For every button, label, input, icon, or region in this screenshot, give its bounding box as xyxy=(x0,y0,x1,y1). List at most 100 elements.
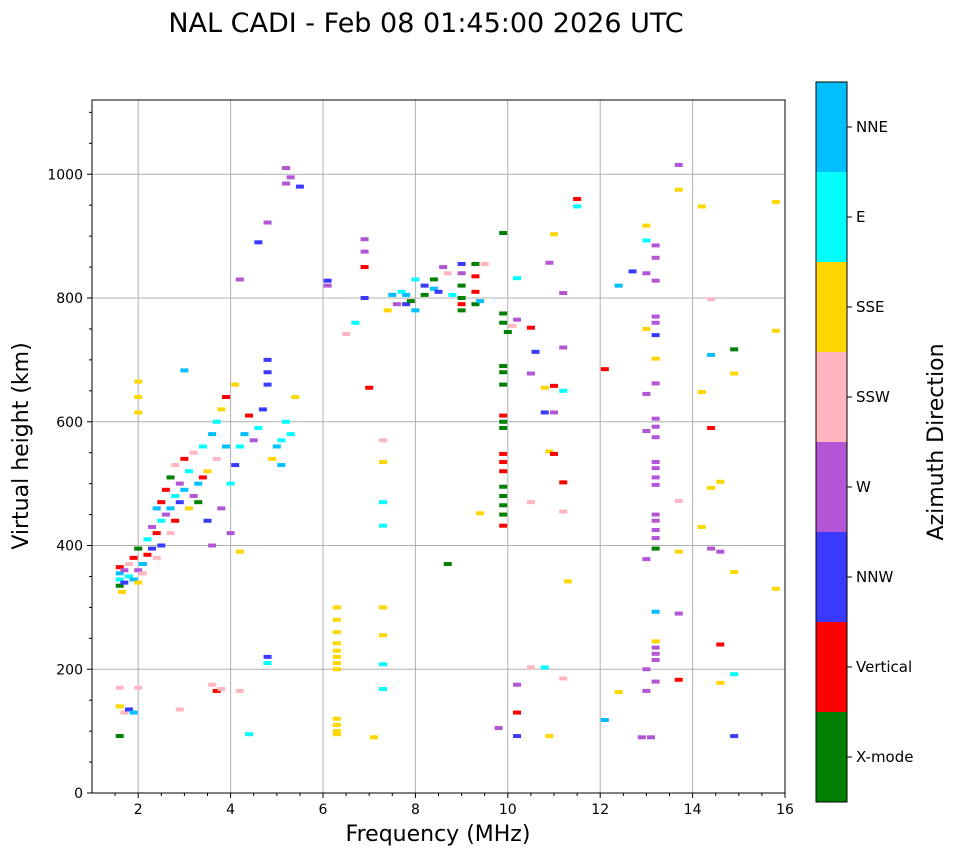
data-point xyxy=(697,204,706,209)
data-point xyxy=(499,469,508,474)
data-point xyxy=(226,531,235,536)
data-point xyxy=(563,579,572,584)
data-point xyxy=(716,549,725,554)
data-point xyxy=(208,682,217,687)
data-point xyxy=(166,506,175,511)
data-point xyxy=(115,583,124,588)
data-point xyxy=(175,500,184,505)
y-tick-label: 600 xyxy=(56,415,83,431)
data-point xyxy=(674,611,683,616)
data-point xyxy=(494,726,503,731)
data-point xyxy=(235,277,244,282)
data-point xyxy=(332,661,341,666)
data-point xyxy=(499,382,508,387)
data-point xyxy=(651,435,660,440)
data-point xyxy=(513,317,522,322)
data-point xyxy=(651,381,660,386)
data-points xyxy=(115,162,780,740)
data-point xyxy=(651,512,660,517)
data-point xyxy=(369,735,378,740)
x-tick-label: 4 xyxy=(226,802,235,818)
data-point xyxy=(115,565,124,570)
data-point xyxy=(180,368,189,373)
data-point xyxy=(471,289,480,294)
data-point xyxy=(730,734,739,739)
data-point xyxy=(559,388,568,393)
data-point xyxy=(212,419,221,424)
data-point xyxy=(499,370,508,375)
data-point xyxy=(499,484,508,489)
data-point xyxy=(614,690,623,695)
y-tick-label: 1000 xyxy=(47,167,83,183)
data-point xyxy=(526,371,535,376)
data-point xyxy=(642,326,651,331)
data-point xyxy=(513,734,522,739)
data-point xyxy=(152,555,161,560)
data-point xyxy=(716,680,725,685)
data-point xyxy=(434,289,443,294)
data-point xyxy=(263,370,272,375)
data-point xyxy=(221,444,230,449)
data-point xyxy=(457,308,466,313)
data-point xyxy=(134,568,143,573)
colorbar-swatch xyxy=(816,172,847,262)
data-point xyxy=(651,482,660,487)
data-point xyxy=(628,269,637,274)
data-point xyxy=(573,204,582,209)
data-point xyxy=(351,320,360,325)
data-point xyxy=(508,323,517,328)
data-point xyxy=(550,410,558,415)
data-point xyxy=(443,271,452,276)
data-point xyxy=(282,181,291,186)
data-point xyxy=(480,261,489,266)
data-point xyxy=(235,444,244,449)
data-point xyxy=(263,220,272,225)
data-point xyxy=(526,500,535,505)
data-point xyxy=(332,641,341,646)
data-point xyxy=(217,407,226,412)
data-point xyxy=(379,605,388,610)
data-point xyxy=(707,352,716,357)
data-point xyxy=(143,552,152,557)
data-point xyxy=(499,503,508,508)
data-point xyxy=(771,328,780,333)
data-point xyxy=(642,667,651,672)
data-point xyxy=(272,444,281,449)
data-point xyxy=(600,367,609,372)
data-point xyxy=(365,385,374,390)
data-point xyxy=(651,333,660,338)
data-point xyxy=(642,271,651,276)
data-point xyxy=(457,296,466,300)
data-point xyxy=(157,500,166,505)
data-point xyxy=(379,459,388,464)
data-point xyxy=(148,546,157,551)
data-point xyxy=(651,639,660,644)
data-point xyxy=(175,707,184,712)
data-point xyxy=(208,543,217,548)
data-point xyxy=(545,734,554,739)
data-point xyxy=(642,557,651,562)
data-point xyxy=(730,371,739,376)
data-point xyxy=(180,456,189,461)
x-tick-label: 14 xyxy=(684,802,702,818)
data-point xyxy=(651,679,660,684)
data-point xyxy=(245,413,254,418)
data-point xyxy=(499,459,508,464)
colorbar-swatch xyxy=(816,532,847,622)
data-point xyxy=(198,475,207,480)
data-point xyxy=(295,184,304,189)
data-point xyxy=(383,308,392,313)
data-point xyxy=(499,425,508,430)
colorbar-swatch xyxy=(816,442,847,532)
data-point xyxy=(707,425,716,430)
data-point xyxy=(559,291,568,296)
data-point xyxy=(263,357,272,362)
data-point xyxy=(332,630,341,635)
data-point xyxy=(651,475,660,480)
data-point xyxy=(332,722,341,727)
data-point xyxy=(550,451,558,456)
data-point xyxy=(457,271,466,276)
data-point xyxy=(771,586,780,591)
data-point xyxy=(240,432,249,437)
data-point xyxy=(360,265,369,270)
